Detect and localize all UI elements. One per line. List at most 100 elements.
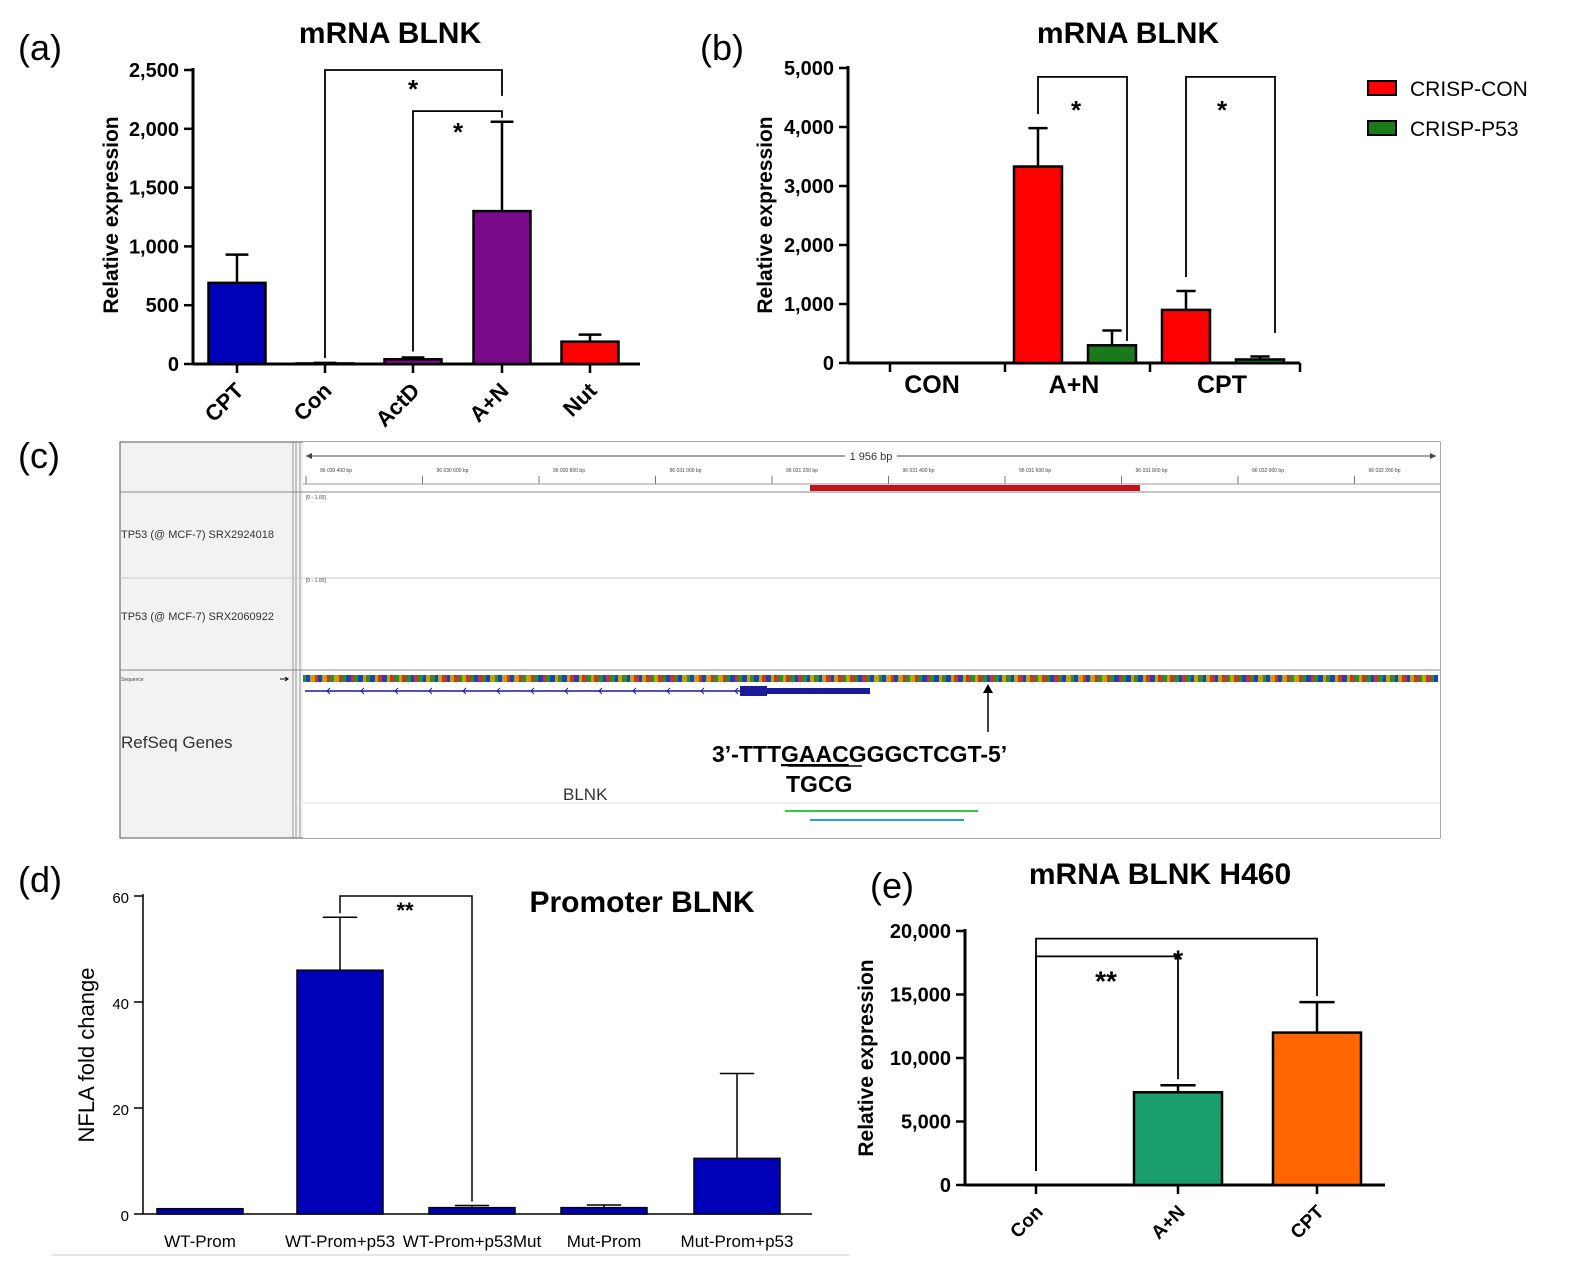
x-tick-label: A+N xyxy=(1147,1202,1189,1244)
sequence-base xyxy=(802,675,807,682)
sequence-base xyxy=(898,675,903,682)
sequence-base xyxy=(531,675,534,682)
sequence-base xyxy=(951,675,954,682)
sequence-base xyxy=(990,675,994,682)
gene-strand-chevron xyxy=(734,687,739,695)
gene-strand-chevron xyxy=(700,687,705,695)
ruler-tick-label: 96 030 600 bp xyxy=(437,468,469,474)
sequence-base xyxy=(1278,675,1282,682)
sequence-base xyxy=(1270,675,1275,682)
genome-browser-data-area xyxy=(303,442,1440,838)
sequence-base xyxy=(762,675,766,682)
sequence-base xyxy=(562,675,567,682)
sequence-base xyxy=(390,675,394,682)
y-tick-label: 20 xyxy=(112,1102,129,1119)
sequence-base xyxy=(1434,675,1438,682)
sequence-strand-arrow-icon xyxy=(280,676,289,682)
sequence-base xyxy=(342,675,346,682)
sequence-base xyxy=(642,675,646,682)
sequence-base xyxy=(1131,675,1134,682)
sequence-base xyxy=(1102,675,1107,682)
panel-c-label: (c) xyxy=(18,435,60,476)
sequence-base xyxy=(334,675,339,682)
sequence-base xyxy=(538,675,543,682)
sequence-base xyxy=(994,675,999,682)
bar-wtpromp53 xyxy=(296,969,384,1215)
sequence-track xyxy=(303,675,1438,682)
sequence-base xyxy=(1311,675,1314,682)
panel-b-label: (b) xyxy=(700,27,744,68)
sequence-base xyxy=(474,675,478,682)
legend-label-crisp-p53: CRISP-P53 xyxy=(1410,118,1519,141)
sequence-base xyxy=(1254,675,1258,682)
sequence-base xyxy=(918,675,922,682)
sequence-base xyxy=(570,675,574,682)
sequence-base xyxy=(1186,675,1191,682)
sequence-base xyxy=(1035,675,1038,682)
sequence-base xyxy=(1086,675,1090,682)
sequence-base xyxy=(915,675,918,682)
sequence-base xyxy=(747,675,750,682)
sequence-base xyxy=(351,675,354,682)
gene-exon-utr xyxy=(740,686,767,696)
ruler-ticks: 96 030 400 bp 96 030 600 bp 96 030 800 bp 9… xyxy=(305,468,1401,484)
chart-d: 0 20 40 60 WT-Prom WT-Prom+p53 WT-Prom+p53Mut M… xyxy=(112,890,812,1251)
sequence-base xyxy=(714,675,718,682)
sequence-base xyxy=(1402,675,1407,682)
sequence-base xyxy=(1018,675,1023,682)
sequence-base xyxy=(346,675,351,682)
chart-b: 0 1,000 2,000 3,000 4,000 5,000 CON A+N CPT * * xyxy=(784,58,1302,399)
sequence-base xyxy=(846,675,850,682)
significance-bracket xyxy=(1035,955,1179,1171)
sequence-base xyxy=(958,675,963,682)
sequence-base xyxy=(891,675,894,682)
sequence-base xyxy=(675,675,678,682)
sequence-base xyxy=(682,675,687,682)
ruler-tick-label: 96 031 400 bp xyxy=(903,468,935,474)
bar-an-crisp-con xyxy=(1012,165,1064,365)
span-label-bg xyxy=(845,449,897,463)
sequence-base xyxy=(942,675,946,682)
panel-a-label: (a) xyxy=(18,27,62,68)
sequence-base xyxy=(1074,675,1078,682)
span-label: 1 956 bp xyxy=(850,451,893,463)
sequence-base xyxy=(651,675,654,682)
sequence-base xyxy=(466,675,471,682)
bar-nut xyxy=(560,340,620,366)
sequence-base xyxy=(975,675,978,682)
chart-d-title: Promoter BLNK xyxy=(529,886,754,919)
y-tick-label: 2,000 xyxy=(784,235,834,257)
sequence-base xyxy=(1215,675,1218,682)
sequence-base xyxy=(1110,675,1114,682)
sequence-base xyxy=(1386,675,1390,682)
sequence-base xyxy=(594,675,598,682)
sequence-base xyxy=(1390,675,1395,682)
y-tick-label: 3,000 xyxy=(784,176,834,198)
sequence-base xyxy=(1143,675,1146,682)
sequence-base xyxy=(426,675,430,682)
track-2-range: [0 - 1.00] xyxy=(306,578,326,584)
sequence-base xyxy=(735,675,738,682)
gene-strand-chevron xyxy=(360,687,365,695)
gene-strand-chevron xyxy=(666,687,671,695)
significance-star: ** xyxy=(396,898,414,923)
sequence-base xyxy=(742,675,747,682)
sequence-base xyxy=(447,675,450,682)
sequence-base xyxy=(934,675,939,682)
gene-strand-chevron xyxy=(632,687,637,695)
significance-bracket xyxy=(1185,75,1276,333)
sequence-base xyxy=(862,675,867,682)
sequence-base xyxy=(1318,675,1323,682)
sequence-base xyxy=(867,675,870,682)
sequence-base xyxy=(459,675,462,682)
gene-strand-chevron xyxy=(326,687,331,695)
sequence-base xyxy=(418,675,423,682)
sequence-base xyxy=(646,675,651,682)
sequence-base xyxy=(798,675,802,682)
sequence-base xyxy=(946,675,951,682)
sequence-base xyxy=(1347,675,1350,682)
sequence-base xyxy=(1371,675,1374,682)
y-tick-label: 0 xyxy=(121,1208,129,1225)
sequence-base xyxy=(1354,675,1359,682)
significance-star: * xyxy=(408,74,419,104)
